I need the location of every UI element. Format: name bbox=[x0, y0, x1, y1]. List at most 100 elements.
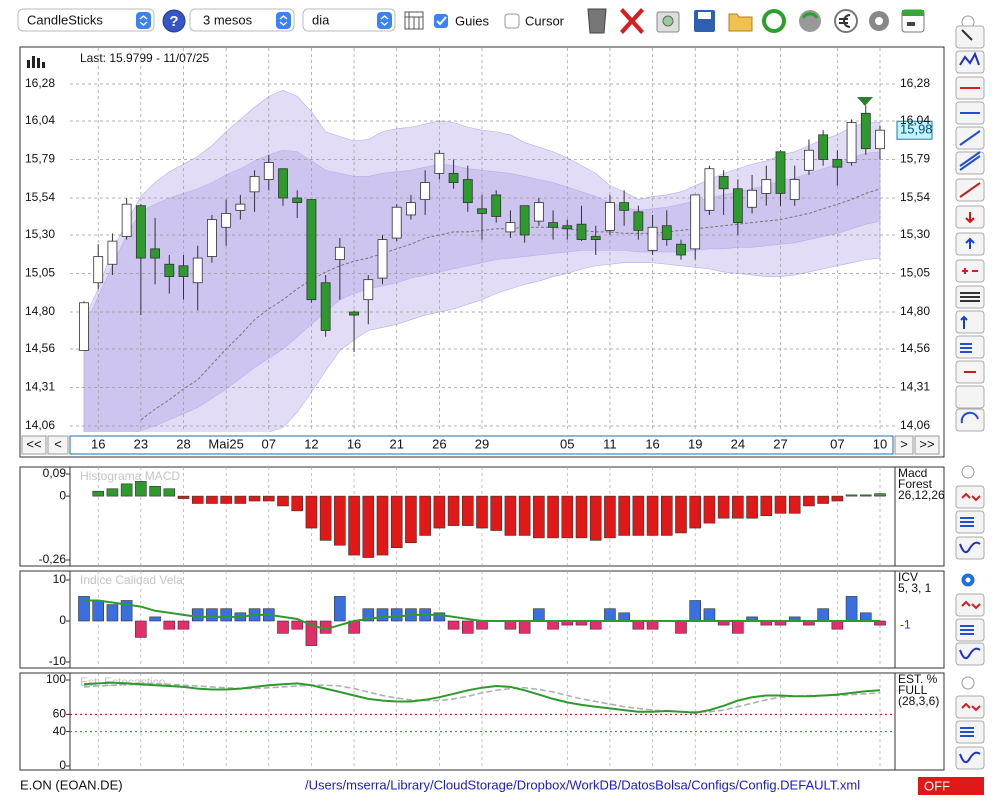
candle-body bbox=[334, 246, 345, 261]
shape[interactable] bbox=[587, 8, 607, 34]
select-value[interactable]: 3 mesos bbox=[203, 12, 253, 27]
shape[interactable] bbox=[698, 12, 711, 19]
tool-icon[interactable] bbox=[965, 237, 975, 249]
shape[interactable] bbox=[47, 435, 69, 455]
shape[interactable] bbox=[902, 10, 924, 16]
shape[interactable] bbox=[662, 15, 674, 27]
sidebar-tools[interactable] bbox=[955, 25, 985, 770]
tool-icon[interactable] bbox=[959, 51, 980, 66]
shape[interactable] bbox=[276, 12, 291, 29]
shape[interactable] bbox=[377, 12, 392, 29]
shape[interactable] bbox=[620, 8, 644, 34]
bar bbox=[774, 495, 787, 514]
nav-label[interactable]: >> bbox=[919, 436, 934, 451]
tool-icon[interactable] bbox=[965, 577, 971, 583]
cursor-checkbox[interactable]: Cursor bbox=[504, 13, 565, 29]
status-label[interactable]: OFF bbox=[924, 778, 950, 793]
help-label[interactable]: ? bbox=[169, 13, 178, 30]
bar bbox=[589, 495, 602, 541]
bar bbox=[191, 495, 204, 504]
y-tick-label: 14,56 bbox=[900, 341, 930, 355]
tool-icon[interactable] bbox=[961, 29, 973, 41]
shape[interactable] bbox=[405, 12, 423, 29]
grid-icon[interactable] bbox=[404, 11, 424, 30]
candle-body bbox=[320, 282, 331, 331]
shape[interactable] bbox=[162, 9, 186, 33]
bars-icon bbox=[27, 56, 45, 68]
shape[interactable] bbox=[189, 8, 295, 32]
tool-icon[interactable] bbox=[960, 315, 968, 329]
select-value[interactable]: CandleSticks bbox=[27, 12, 103, 27]
help-button[interactable]: ? bbox=[162, 9, 186, 33]
shape[interactable] bbox=[918, 777, 984, 795]
config-path[interactable]: /Users/mserra/Library/CloudStorage/Dropb… bbox=[305, 777, 860, 792]
tool-icon[interactable] bbox=[962, 268, 978, 274]
shape[interactable] bbox=[21, 435, 47, 455]
tool-icon[interactable] bbox=[960, 411, 979, 424]
nav-label[interactable]: > bbox=[900, 436, 908, 451]
shape[interactable] bbox=[907, 22, 915, 26]
shape[interactable] bbox=[762, 9, 786, 33]
tool-icon[interactable] bbox=[955, 408, 985, 432]
tool-icon[interactable] bbox=[961, 492, 981, 502]
tool-icon[interactable] bbox=[960, 292, 980, 302]
bar bbox=[490, 495, 503, 531]
shape[interactable] bbox=[875, 17, 883, 25]
shape[interactable] bbox=[728, 13, 753, 32]
nav-last[interactable]: >> bbox=[914, 435, 940, 455]
shape[interactable] bbox=[839, 14, 851, 28]
shape[interactable] bbox=[434, 14, 448, 28]
guides-checkbox[interactable]: Guies bbox=[434, 13, 489, 28]
tool-icon[interactable] bbox=[961, 600, 981, 610]
shape[interactable] bbox=[894, 435, 914, 455]
chart-type-select[interactable]: CandleSticks bbox=[17, 8, 155, 32]
tool-icon[interactable] bbox=[960, 625, 974, 635]
select-value[interactable]: dia bbox=[312, 12, 330, 27]
tool-icon[interactable] bbox=[960, 517, 974, 527]
y-tick-label: 16,28 bbox=[900, 76, 930, 90]
tool-icon[interactable] bbox=[959, 751, 981, 764]
bar bbox=[163, 488, 176, 497]
nav-label[interactable]: << bbox=[26, 436, 41, 451]
shape[interactable] bbox=[436, 16, 447, 26]
tool-icon[interactable] bbox=[959, 130, 981, 146]
bar bbox=[518, 620, 531, 634]
bar bbox=[817, 495, 829, 504]
tool-icon[interactable] bbox=[955, 385, 985, 409]
tool-icon[interactable] bbox=[959, 647, 981, 660]
shape[interactable] bbox=[834, 9, 858, 33]
status-toggle[interactable]: OFF bbox=[918, 777, 984, 795]
shape[interactable] bbox=[139, 15, 148, 26]
nav-first[interactable]: << bbox=[21, 435, 47, 455]
toolbar-icons[interactable] bbox=[587, 8, 925, 34]
tool-icon[interactable] bbox=[965, 212, 975, 224]
shape[interactable] bbox=[136, 12, 151, 29]
tool-icon[interactable] bbox=[959, 151, 981, 171]
tool-icon[interactable] bbox=[955, 259, 985, 283]
bar bbox=[106, 488, 119, 497]
period-select[interactable]: 3 mesos bbox=[189, 8, 295, 32]
tool-icon[interactable] bbox=[961, 676, 975, 690]
nav-next[interactable]: > bbox=[894, 435, 914, 455]
checkbox-label[interactable]: Cursor bbox=[525, 13, 565, 28]
nav-label[interactable]: < bbox=[54, 436, 62, 451]
shape[interactable] bbox=[914, 435, 940, 455]
nav-prev[interactable]: < bbox=[47, 435, 69, 455]
tool-icon[interactable] bbox=[961, 702, 981, 712]
tool-icon[interactable] bbox=[960, 727, 974, 737]
shape[interactable] bbox=[279, 15, 288, 26]
tool-icon[interactable] bbox=[959, 541, 981, 554]
tool-icon[interactable] bbox=[960, 343, 972, 353]
shape[interactable] bbox=[302, 8, 396, 32]
shape[interactable] bbox=[801, 12, 819, 19]
checkbox-label[interactable]: Guies bbox=[455, 13, 489, 28]
bar bbox=[291, 495, 304, 512]
interval-select[interactable]: dia bbox=[302, 8, 396, 32]
tool-icon[interactable] bbox=[955, 310, 985, 334]
tool-icon[interactable] bbox=[961, 465, 975, 479]
tool-icon[interactable] bbox=[959, 182, 981, 198]
shape[interactable] bbox=[504, 13, 520, 29]
candle-body bbox=[505, 222, 516, 233]
shape[interactable] bbox=[380, 15, 389, 26]
shape[interactable] bbox=[17, 8, 155, 32]
